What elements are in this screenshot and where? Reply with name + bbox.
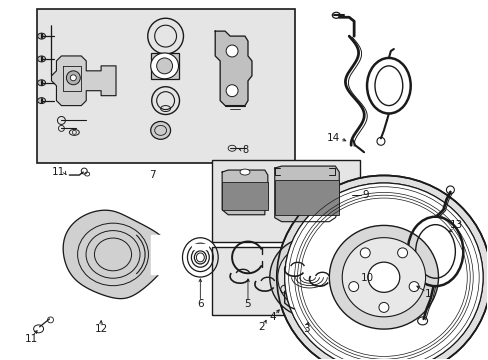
Ellipse shape <box>269 238 348 317</box>
Ellipse shape <box>328 225 438 329</box>
Ellipse shape <box>38 98 45 104</box>
Polygon shape <box>51 26 116 105</box>
Text: 11: 11 <box>52 167 65 177</box>
Ellipse shape <box>38 56 45 62</box>
Ellipse shape <box>408 282 418 292</box>
Ellipse shape <box>70 75 76 81</box>
Ellipse shape <box>156 58 172 74</box>
Text: 8: 8 <box>242 145 247 155</box>
Ellipse shape <box>285 287 294 295</box>
Ellipse shape <box>342 238 425 317</box>
Ellipse shape <box>276 175 488 360</box>
Ellipse shape <box>284 183 482 360</box>
Ellipse shape <box>66 71 80 85</box>
Text: 4: 4 <box>269 312 276 322</box>
Bar <box>274 180 339 215</box>
Polygon shape <box>222 170 267 215</box>
Text: 3: 3 <box>303 324 309 334</box>
Text: 1: 1 <box>425 289 431 299</box>
Ellipse shape <box>150 121 170 139</box>
Ellipse shape <box>360 248 369 258</box>
Ellipse shape <box>348 282 358 292</box>
Text: 10: 10 <box>360 273 373 283</box>
Text: 6: 6 <box>197 299 203 309</box>
Text: 11: 11 <box>25 334 38 344</box>
Polygon shape <box>63 210 170 299</box>
Ellipse shape <box>225 85 238 96</box>
Text: 5: 5 <box>244 299 251 309</box>
Ellipse shape <box>150 53 178 79</box>
Bar <box>37 9 294 163</box>
Polygon shape <box>215 31 251 105</box>
Ellipse shape <box>312 251 320 258</box>
Text: 9: 9 <box>362 190 368 200</box>
Ellipse shape <box>38 80 45 86</box>
Polygon shape <box>274 166 339 222</box>
Text: 12: 12 <box>94 324 107 334</box>
Ellipse shape <box>328 273 337 281</box>
Ellipse shape <box>301 269 317 285</box>
Ellipse shape <box>277 246 341 309</box>
Bar <box>222 182 267 210</box>
Polygon shape <box>150 235 170 274</box>
Ellipse shape <box>295 264 323 291</box>
Text: 14: 14 <box>326 133 339 143</box>
Text: 13: 13 <box>449 220 462 230</box>
Bar <box>212 247 359 315</box>
Bar <box>150 53 178 79</box>
Text: 7: 7 <box>149 170 156 180</box>
Ellipse shape <box>397 248 407 258</box>
Ellipse shape <box>225 45 238 57</box>
Ellipse shape <box>38 33 45 39</box>
Ellipse shape <box>287 255 331 299</box>
Ellipse shape <box>367 262 399 292</box>
Polygon shape <box>192 244 208 249</box>
Ellipse shape <box>312 296 320 304</box>
Text: 2: 2 <box>258 322 264 332</box>
Ellipse shape <box>378 302 388 312</box>
Ellipse shape <box>285 259 294 267</box>
Ellipse shape <box>240 169 249 175</box>
Bar <box>212 160 359 242</box>
